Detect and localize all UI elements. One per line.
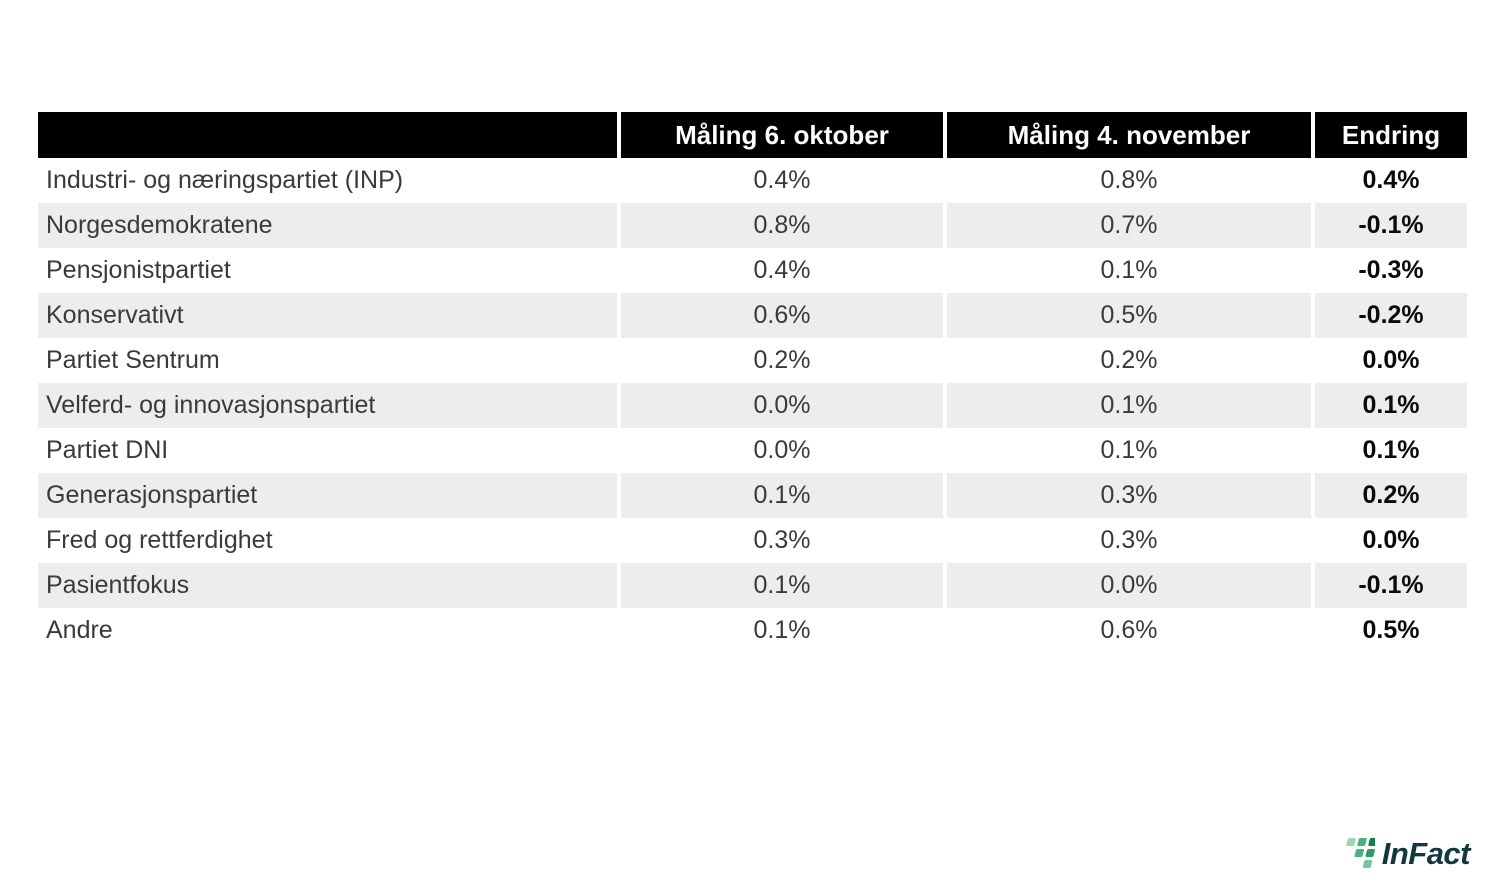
table-body: Industri- og næringspartiet (INP) 0.4% 0… [38,158,1467,653]
oct-value-cell: 0.0% [617,383,945,428]
party-name-cell: Fred og rettferdighet [46,526,273,554]
table-header-row: Måling 6. oktober Måling 4. november End… [38,112,1467,158]
header-change: Endring [1311,112,1467,158]
header-nov-poll: Måling 4. november [943,112,1313,158]
table-row: Konservativt 0.6% 0.5% -0.2% [38,293,1467,338]
oct-value-cell: 0.4% [617,158,945,203]
table-row: Andre 0.1% 0.6% 0.5% [38,608,1467,653]
nov-value-cell: 0.2% [943,338,1313,383]
change-value-cell: 0.0% [1311,518,1467,563]
nov-value-cell: 0.5% [943,293,1313,338]
change-value-cell: 0.1% [1311,383,1467,428]
change-value-cell: -0.3% [1311,248,1467,293]
table-row: Partiet Sentrum 0.2% 0.2% 0.0% [38,338,1467,383]
infact-pixel-icon [1346,838,1375,868]
header-party-cell [38,112,619,158]
header-oct-poll: Måling 6. oktober [617,112,945,158]
party-name-cell: Norgesdemokratene [38,203,619,248]
logo-square-3 [1368,838,1375,846]
table-row: Norgesdemokratene 0.8% 0.7% -0.1% [38,203,1467,248]
logo-square-5 [1365,849,1375,857]
nov-value-cell: 0.1% [943,383,1313,428]
oct-value-cell: 0.0% [617,428,945,473]
logo-square-2 [1357,838,1367,846]
party-name-cell: Industri- og næringspartiet (INP) [46,166,404,194]
nov-value-cell: 0.3% [943,473,1313,518]
party-name-cell: Pensjonistpartiet [46,256,231,284]
nov-value-cell: 0.8% [943,158,1313,203]
oct-value-cell: 0.3% [617,518,945,563]
oct-value-cell: 0.1% [617,608,945,653]
change-value-cell: 0.0% [1311,338,1467,383]
nov-value-cell: 0.0% [943,563,1313,608]
change-value-cell: 0.2% [1311,473,1467,518]
table-row: Pensjonistpartiet 0.4% 0.1% -0.3% [38,248,1467,293]
logo-square-1 [1346,838,1356,846]
change-value-cell: 0.5% [1311,608,1467,653]
change-value-cell: 0.1% [1311,428,1467,473]
change-value-cell: 0.4% [1311,158,1467,203]
party-name-cell: Pasientfokus [38,563,619,608]
party-name-cell: Generasjonspartiet [38,473,619,518]
oct-value-cell: 0.6% [617,293,945,338]
table-row: Fred og rettferdighet 0.3% 0.3% 0.0% [38,518,1467,563]
change-value-cell: -0.1% [1311,203,1467,248]
oct-value-cell: 0.4% [617,248,945,293]
nov-value-cell: 0.1% [943,428,1313,473]
logo-square-6 [1362,860,1372,868]
table-row: Partiet DNI 0.0% 0.1% 0.1% [38,428,1467,473]
oct-value-cell: 0.1% [617,563,945,608]
polling-results-table: Måling 6. oktober Måling 4. november End… [38,112,1467,653]
party-name-cell: Andre [46,616,113,644]
table-row: Velferd- og innovasjonspartiet 0.0% 0.1%… [38,383,1467,428]
nov-value-cell: 0.7% [943,203,1313,248]
party-name-cell: Velferd- og innovasjonspartiet [38,383,619,428]
party-name-cell: Partiet Sentrum [46,346,220,374]
nov-value-cell: 0.3% [943,518,1313,563]
nov-value-cell: 0.1% [943,248,1313,293]
change-value-cell: -0.1% [1311,563,1467,608]
oct-value-cell: 0.2% [617,338,945,383]
table-row: Industri- og næringspartiet (INP) 0.4% 0… [38,158,1467,203]
logo-square-4 [1354,849,1364,857]
party-name-cell: Partiet DNI [46,436,169,464]
oct-value-cell: 0.1% [617,473,945,518]
table-row: Pasientfokus 0.1% 0.0% -0.1% [38,563,1467,608]
table-row: Generasjonspartiet 0.1% 0.3% 0.2% [38,473,1467,518]
table-header: Måling 6. oktober Måling 4. november End… [38,112,1467,158]
change-value-cell: -0.2% [1311,293,1467,338]
infact-logo-text: InFact [1381,835,1471,871]
oct-value-cell: 0.8% [617,203,945,248]
nov-value-cell: 0.6% [943,608,1313,653]
party-name-cell: Konservativt [38,293,619,338]
infact-logo: InFact [1341,834,1471,876]
